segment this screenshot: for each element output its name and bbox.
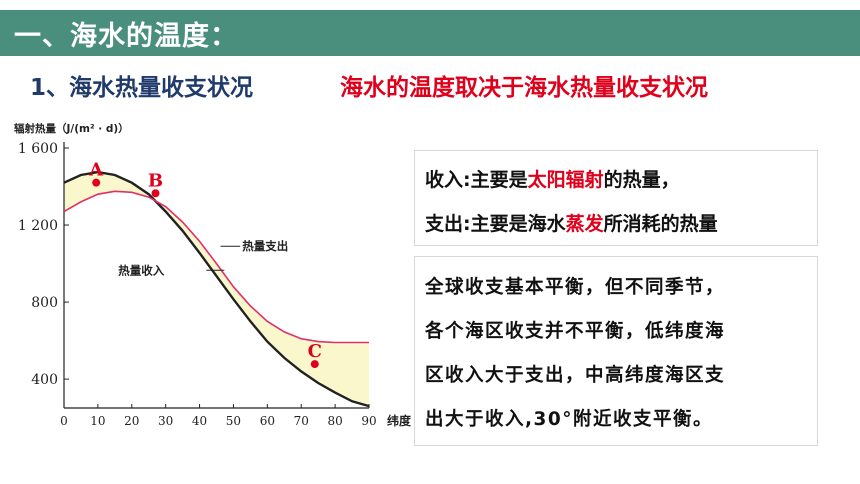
y-tick-label: 1 600 bbox=[18, 141, 58, 157]
income-expense-box: 收入:主要是太阳辐射的热量， 支出:主要是海水蒸发所消耗的热量 bbox=[414, 150, 818, 246]
x-tick-label: 0 bbox=[60, 414, 68, 428]
x-tick-label: 30 bbox=[158, 414, 173, 428]
x-tick-label: 10 bbox=[90, 414, 105, 428]
x-tick-label: 70 bbox=[294, 414, 309, 428]
x-tick-label: 90 bbox=[361, 414, 376, 428]
key-statement: 海水的温度取决于海水热量收支状况 bbox=[340, 75, 708, 101]
page-title: 一、海水的温度： bbox=[14, 21, 238, 52]
series-label-expense: 热量支出 bbox=[242, 239, 288, 253]
series-label-income: 热量收入 bbox=[118, 263, 164, 277]
explanation-line: 出大于收入,30°附近收支平衡。 bbox=[425, 409, 714, 430]
balance-explanation-box: 全球收支基本平衡，但不同季节， 各个海区收支并不平衡，低纬度海 区收入大于支出，… bbox=[414, 256, 818, 446]
y-axis-label: 辐射热量（J/(m² · d)） bbox=[14, 122, 129, 135]
point-label: B bbox=[148, 170, 163, 191]
x-axis-label: 纬度 bbox=[387, 413, 412, 428]
y-tick-label: 400 bbox=[31, 372, 58, 388]
y-tick-label: 1 200 bbox=[18, 218, 58, 234]
x-tick-label: 60 bbox=[260, 414, 275, 428]
section-subtitle: 1、海水热量收支状况 bbox=[30, 75, 254, 101]
difference-fill bbox=[64, 172, 369, 407]
x-tick-label: 40 bbox=[192, 414, 207, 428]
expense-text-pre: 支出:主要是海水 bbox=[425, 213, 566, 235]
point-label: A bbox=[88, 160, 104, 181]
y-tick-label: 800 bbox=[31, 295, 58, 311]
expense-line: 支出:主要是海水蒸发所消耗的热量 bbox=[425, 209, 718, 236]
explanation-line: 全球收支基本平衡，但不同季节， bbox=[425, 277, 726, 298]
income-line: 收入:主要是太阳辐射的热量， bbox=[425, 165, 680, 192]
explanation-line: 各个海区收支并不平衡，低纬度海 bbox=[425, 321, 726, 342]
title-bar: 一、海水的温度： bbox=[0, 10, 860, 56]
explanation-line: 区收入大于支出，中高纬度海区支 bbox=[425, 365, 726, 386]
point-label: C bbox=[308, 341, 322, 362]
income-text-post: 的热量， bbox=[603, 169, 680, 191]
heat-balance-chart: 辐射热量（J/(m² · d)） 400 800 1 200 1 600 0 10 20 30 4… bbox=[8, 118, 416, 432]
series-line-expense bbox=[63, 190, 369, 344]
point-marker bbox=[310, 360, 319, 369]
chart-svg: 辐射热量（J/(m² · d)） 400 800 1 200 1 600 0 10 20 30 4… bbox=[14, 122, 412, 428]
x-tick-label: 50 bbox=[226, 414, 241, 428]
point-marker bbox=[151, 189, 160, 198]
income-text-pre: 收入:主要是 bbox=[425, 169, 528, 191]
expense-emphasis: 蒸发 bbox=[565, 213, 604, 235]
income-emphasis: 太阳辐射 bbox=[527, 169, 604, 191]
x-tick-label: 80 bbox=[327, 414, 342, 428]
expense-text-post: 所消耗的热量 bbox=[603, 213, 718, 235]
x-tick-label: 20 bbox=[124, 414, 139, 428]
series-line-income bbox=[63, 170, 370, 408]
point-marker bbox=[92, 178, 101, 187]
